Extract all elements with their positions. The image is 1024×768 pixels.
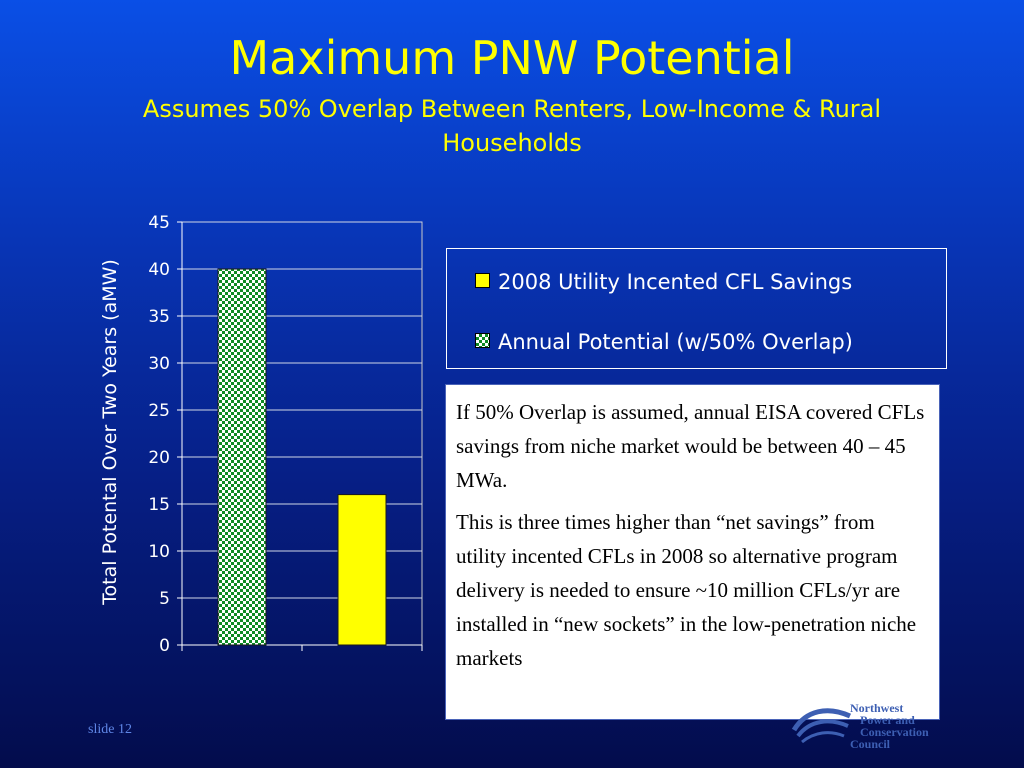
slide-title: Maximum PNW Potential <box>229 31 795 85</box>
note-paragraph: If 50% Overlap is assumed, annual EISA c… <box>456 400 925 492</box>
y-tick-label: 45 <box>148 213 170 233</box>
y-tick-label: 40 <box>148 260 170 280</box>
y-tick-labels: 0 5 10 15 20 25 30 35 40 45 <box>148 213 170 656</box>
y-tick-label: 5 <box>159 589 170 609</box>
note-paragraph: This is three times higher than “net sav… <box>456 510 917 670</box>
logo-text-line: Council <box>850 737 891 751</box>
bar-annual-potential <box>217 268 267 646</box>
y-tick-label: 20 <box>148 448 170 468</box>
y-tick-label: 15 <box>148 495 170 515</box>
legend-item-utility-cfl-savings: 2008 Utility Incented CFL Savings <box>475 269 852 295</box>
logo-text-line: Conservation <box>860 725 929 739</box>
bar-utility-cfl-savings <box>337 494 387 646</box>
logo-text-line: Power and <box>860 713 915 727</box>
legend-label: 2008 Utility Incented CFL Savings <box>498 270 853 294</box>
slide-subtitle: Assumes 50% Overlap Between Renters, Low… <box>142 95 882 157</box>
chart-legend: 2008 Utility Incented CFL Savings Annual… <box>446 248 947 369</box>
council-logo: Northwest Power and Conservation Council <box>790 702 970 758</box>
slide-number: slide 12 <box>88 722 132 737</box>
y-tick-label: 10 <box>148 542 170 562</box>
note-box: If 50% Overlap is assumed, annual EISA c… <box>445 384 940 720</box>
y-tick-label: 25 <box>148 401 170 421</box>
legend-item-annual-potential: Annual Potential (w/50% Overlap) <box>475 329 853 355</box>
legend-swatch-checkerboard <box>475 333 490 348</box>
wave-icon <box>791 708 852 744</box>
bars <box>217 268 387 646</box>
legend-swatch-yellow <box>475 273 490 288</box>
legend-label: Annual Potential (w/50% Overlap) <box>498 330 853 354</box>
y-tick-label: 0 <box>159 636 170 656</box>
bar-chart: 0 5 10 15 20 25 30 35 40 45 <box>148 213 423 656</box>
y-tick-label: 35 <box>148 307 170 327</box>
y-tick-label: 30 <box>148 354 170 374</box>
logo-text-line: Northwest <box>850 701 904 715</box>
